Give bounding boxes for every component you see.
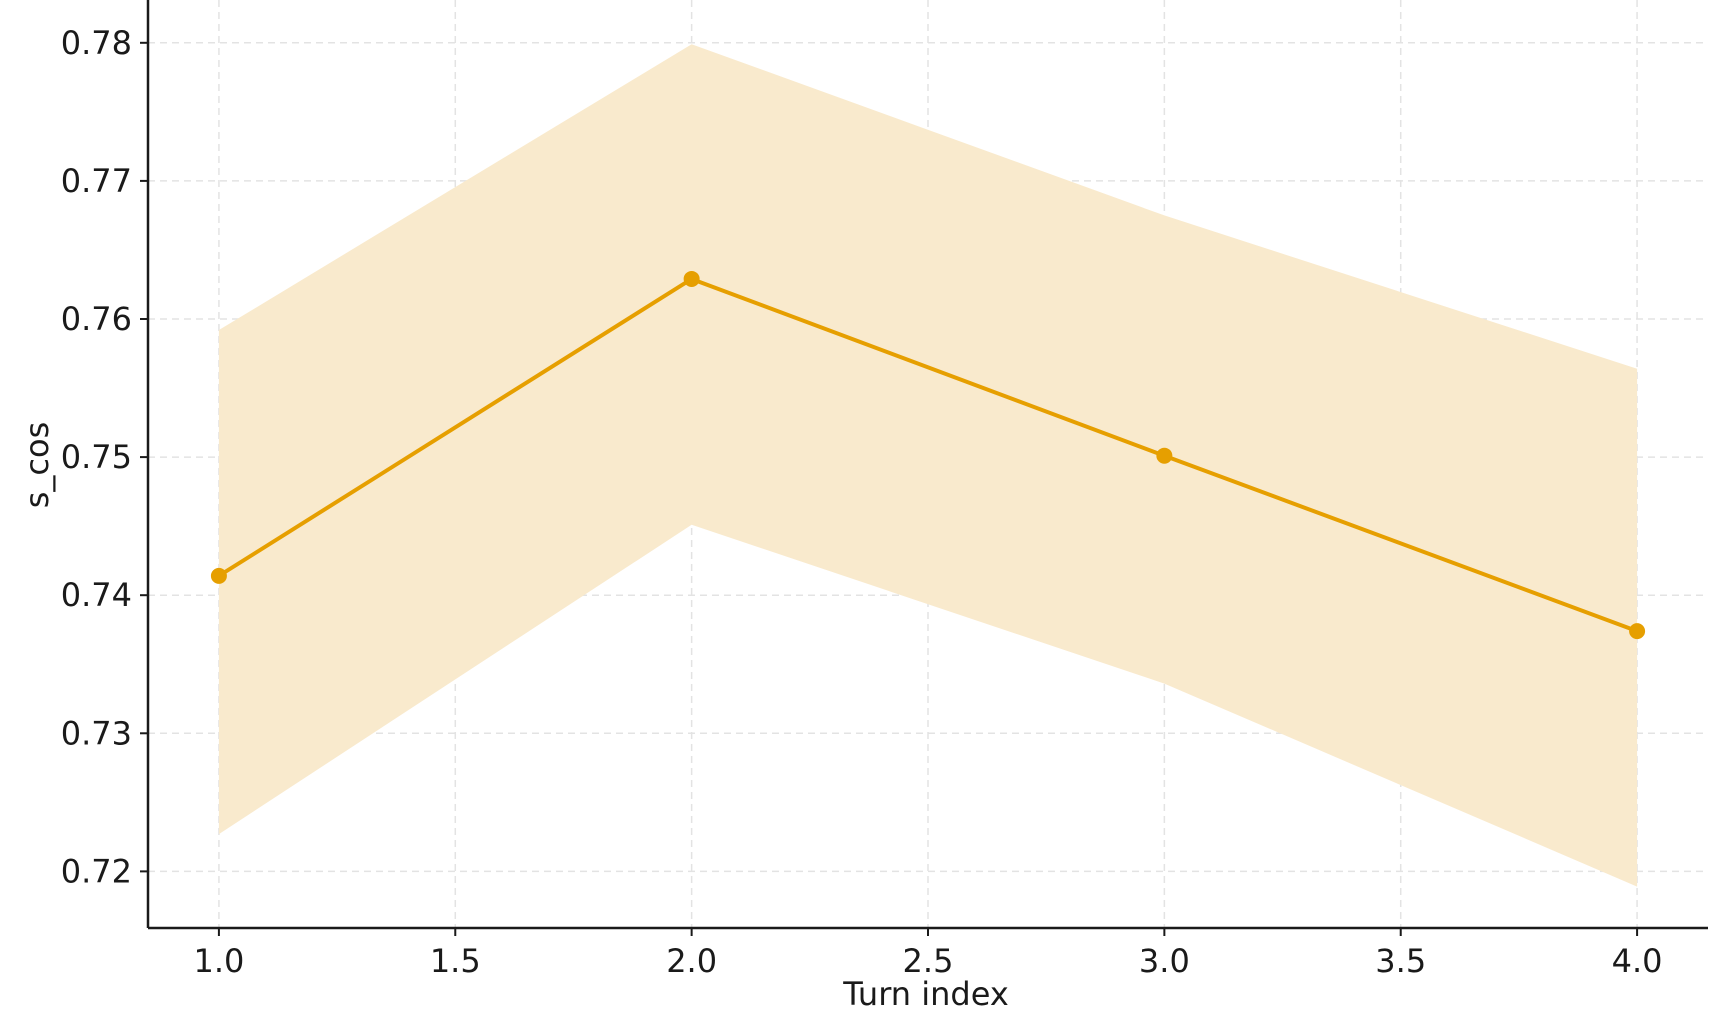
y-tick-label: 0.78 xyxy=(61,24,132,62)
data-point xyxy=(683,270,700,287)
x-axis-label: Turn index xyxy=(842,975,1009,1013)
y-tick-label: 0.77 xyxy=(61,162,132,200)
y-axis-label: s_cos xyxy=(18,422,56,509)
series-line-layer xyxy=(217,276,1638,633)
x-tick-label: 1.5 xyxy=(430,942,481,980)
y-tick-label: 0.72 xyxy=(61,852,132,890)
y-tick-label: 0.76 xyxy=(61,300,132,338)
data-points-layer xyxy=(210,270,1646,640)
series-line xyxy=(217,276,1638,633)
x-tick-label: 3.5 xyxy=(1375,942,1426,980)
x-tick-label: 2.0 xyxy=(666,942,717,980)
y-tick-label: 0.73 xyxy=(61,714,132,752)
y-tick-label: 0.75 xyxy=(61,438,132,476)
x-tick-label: 2.5 xyxy=(903,942,954,980)
x-tick-label: 3.0 xyxy=(1139,942,1190,980)
confidence-band xyxy=(218,44,1638,887)
axes xyxy=(140,0,1708,936)
data-point xyxy=(1156,447,1173,464)
data-point xyxy=(1629,623,1646,640)
data-point xyxy=(210,567,227,584)
y-tick-label: 0.74 xyxy=(61,576,132,614)
x-tick-label: 1.0 xyxy=(193,942,244,980)
confidence-band-layer xyxy=(218,44,1638,887)
tick-labels: 1.0 1.5 2.0 2.5 3.0 3.5 4.0 0.72 0.73 0.74 0.75 0.7… xyxy=(61,24,1663,980)
x-tick-label: 4.0 xyxy=(1612,942,1663,980)
